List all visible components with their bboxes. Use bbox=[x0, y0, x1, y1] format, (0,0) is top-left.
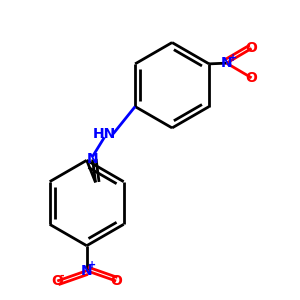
Text: +: + bbox=[88, 260, 96, 270]
Text: N: N bbox=[221, 56, 232, 70]
Text: O: O bbox=[110, 274, 122, 288]
Text: O: O bbox=[246, 71, 257, 85]
Text: +: + bbox=[229, 53, 237, 63]
Text: O: O bbox=[246, 41, 257, 56]
Text: -: - bbox=[60, 271, 64, 281]
Text: O: O bbox=[51, 274, 63, 288]
Text: N: N bbox=[81, 264, 92, 278]
Text: HN: HN bbox=[93, 127, 116, 141]
Text: N: N bbox=[87, 152, 98, 167]
